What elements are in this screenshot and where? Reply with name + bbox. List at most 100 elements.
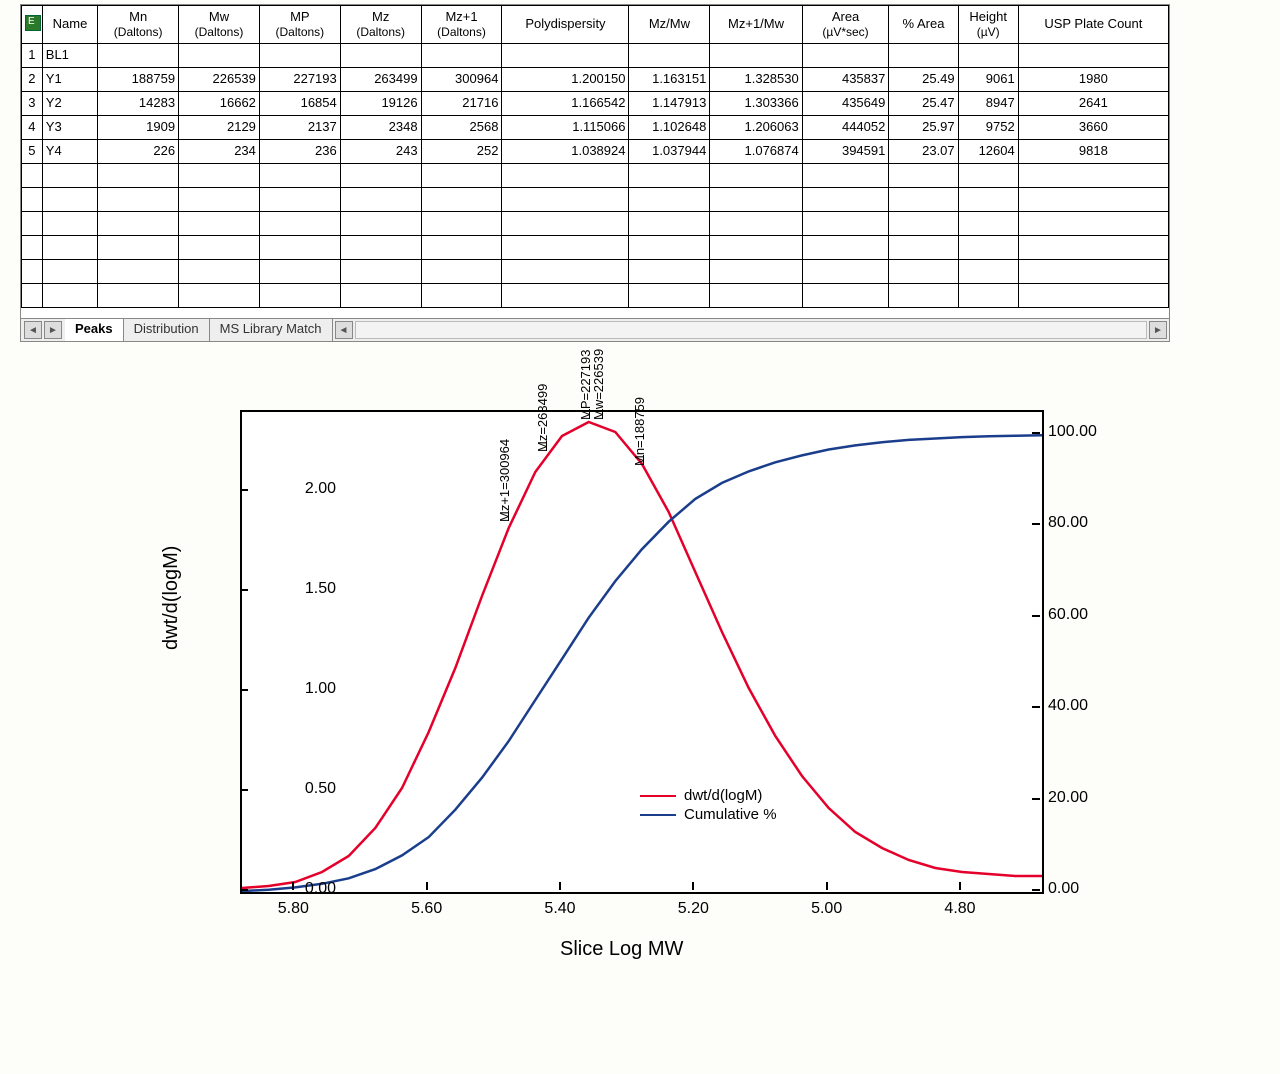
cell-mw[interactable]	[179, 164, 260, 188]
cell-mn[interactable]	[98, 236, 179, 260]
cell-mz[interactable]: 2348	[340, 116, 421, 140]
cell-name[interactable]	[42, 212, 97, 236]
cell-name[interactable]: BL1	[42, 44, 97, 68]
cell-height[interactable]	[958, 164, 1018, 188]
cell-area[interactable]: 435649	[802, 92, 889, 116]
cell-rownum[interactable]	[22, 212, 43, 236]
cell-mp[interactable]	[259, 284, 340, 308]
cell-height[interactable]	[958, 260, 1018, 284]
cell-parea[interactable]	[889, 44, 958, 68]
cell-mn[interactable]	[98, 260, 179, 284]
cell-parea[interactable]	[889, 188, 958, 212]
table-row[interactable]	[22, 284, 1169, 308]
cell-pd[interactable]: 1.115066	[502, 116, 629, 140]
cell-area[interactable]: 435837	[802, 68, 889, 92]
col-header-mzmw[interactable]: Mz/Mw	[629, 6, 710, 44]
cell-usp[interactable]	[1018, 164, 1168, 188]
cell-mw[interactable]	[179, 284, 260, 308]
cell-mzmw[interactable]	[629, 188, 710, 212]
cell-mp[interactable]	[259, 212, 340, 236]
cell-mz1[interactable]	[421, 212, 502, 236]
horizontal-scrollbar[interactable]: ◄ ►	[333, 319, 1170, 341]
cell-area[interactable]	[802, 188, 889, 212]
cell-mz1mw[interactable]: 1.328530	[710, 68, 802, 92]
cell-mz1[interactable]: 300964	[421, 68, 502, 92]
cell-mz1[interactable]: 21716	[421, 92, 502, 116]
cell-mz1mw[interactable]: 1.076874	[710, 140, 802, 164]
cell-parea[interactable]	[889, 212, 958, 236]
tab-distribution[interactable]: Distribution	[124, 319, 210, 341]
cell-mzmw[interactable]: 1.102648	[629, 116, 710, 140]
cell-mz1[interactable]: 2568	[421, 116, 502, 140]
table-row[interactable]: 5Y42262342362432521.0389241.0379441.0768…	[22, 140, 1169, 164]
col-header-parea[interactable]: % Area	[889, 6, 958, 44]
cell-mw[interactable]: 2129	[179, 116, 260, 140]
table-row[interactable]: 1BL1	[22, 44, 1169, 68]
cell-usp[interactable]	[1018, 188, 1168, 212]
cell-area[interactable]	[802, 44, 889, 68]
cell-pd[interactable]	[502, 44, 629, 68]
cell-name[interactable]	[42, 284, 97, 308]
col-header-mp[interactable]: MP(Daltons)	[259, 6, 340, 44]
cell-mz1mw[interactable]	[710, 164, 802, 188]
cell-mw[interactable]	[179, 212, 260, 236]
cell-pd[interactable]	[502, 164, 629, 188]
cell-mp[interactable]: 16854	[259, 92, 340, 116]
cell-mzmw[interactable]	[629, 44, 710, 68]
cell-mzmw[interactable]: 1.037944	[629, 140, 710, 164]
cell-usp[interactable]: 2641	[1018, 92, 1168, 116]
cell-name[interactable]: Y2	[42, 92, 97, 116]
cell-mz[interactable]	[340, 284, 421, 308]
cell-mzmw[interactable]	[629, 236, 710, 260]
cell-rownum[interactable]: 3	[22, 92, 43, 116]
cell-pd[interactable]: 1.200150	[502, 68, 629, 92]
cell-mw[interactable]	[179, 236, 260, 260]
cell-mn[interactable]	[98, 284, 179, 308]
col-header-usp[interactable]: USP Plate Count	[1018, 6, 1168, 44]
cell-rownum[interactable]	[22, 236, 43, 260]
cell-mw[interactable]: 234	[179, 140, 260, 164]
cell-mz1[interactable]	[421, 260, 502, 284]
cell-parea[interactable]	[889, 164, 958, 188]
cell-mz1mw[interactable]	[710, 284, 802, 308]
col-header-mz[interactable]: Mz(Daltons)	[340, 6, 421, 44]
cell-height[interactable]: 12604	[958, 140, 1018, 164]
cell-mz[interactable]	[340, 164, 421, 188]
cell-mz[interactable]	[340, 188, 421, 212]
cell-height[interactable]	[958, 44, 1018, 68]
cell-rownum[interactable]	[22, 260, 43, 284]
cell-rownum[interactable]: 5	[22, 140, 43, 164]
cell-mz1[interactable]	[421, 284, 502, 308]
cell-mz1mw[interactable]	[710, 44, 802, 68]
table-row[interactable]	[22, 164, 1169, 188]
cell-mp[interactable]: 227193	[259, 68, 340, 92]
cell-mz[interactable]	[340, 236, 421, 260]
cell-mz1mw[interactable]	[710, 188, 802, 212]
col-header-mw[interactable]: Mw(Daltons)	[179, 6, 260, 44]
cell-rownum[interactable]: 1	[22, 44, 43, 68]
cell-name[interactable]	[42, 236, 97, 260]
cell-parea[interactable]: 25.47	[889, 92, 958, 116]
cell-usp[interactable]: 3660	[1018, 116, 1168, 140]
table-row[interactable]	[22, 188, 1169, 212]
cell-usp[interactable]	[1018, 236, 1168, 260]
cell-mw[interactable]	[179, 188, 260, 212]
cell-usp[interactable]	[1018, 212, 1168, 236]
col-header-height[interactable]: Height(µV)	[958, 6, 1018, 44]
cell-usp[interactable]	[1018, 44, 1168, 68]
cell-parea[interactable]	[889, 236, 958, 260]
cell-area[interactable]	[802, 164, 889, 188]
col-header-mz1mw[interactable]: Mz+1/Mw	[710, 6, 802, 44]
cell-mp[interactable]	[259, 164, 340, 188]
cell-pd[interactable]	[502, 188, 629, 212]
cell-mn[interactable]	[98, 164, 179, 188]
cell-rownum[interactable]	[22, 284, 43, 308]
cell-area[interactable]: 394591	[802, 140, 889, 164]
cell-rownum[interactable]: 4	[22, 116, 43, 140]
cell-name[interactable]	[42, 164, 97, 188]
cell-height[interactable]: 9061	[958, 68, 1018, 92]
cell-mzmw[interactable]	[629, 164, 710, 188]
cell-name[interactable]: Y3	[42, 116, 97, 140]
cell-parea[interactable]: 25.49	[889, 68, 958, 92]
cell-mn[interactable]: 188759	[98, 68, 179, 92]
